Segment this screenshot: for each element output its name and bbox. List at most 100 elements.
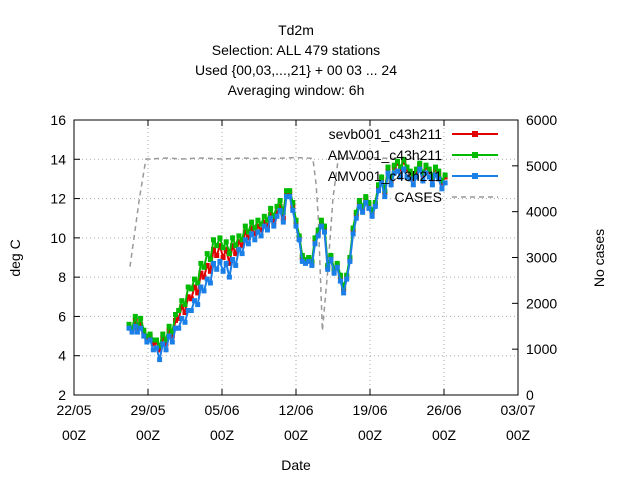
data-point (195, 290, 201, 296)
data-point (233, 262, 239, 268)
data-point (245, 241, 251, 247)
data-point (395, 158, 400, 164)
data-point (322, 223, 327, 229)
data-point (207, 280, 213, 286)
data-point (207, 268, 213, 274)
data-point (217, 258, 223, 264)
data-point (420, 178, 426, 184)
data-point (129, 329, 135, 335)
data-point (398, 174, 404, 180)
data-point (290, 207, 296, 213)
data-point (255, 223, 261, 229)
data-point (217, 235, 223, 241)
data-point (160, 341, 166, 347)
data-point (426, 174, 432, 180)
data-point (182, 319, 188, 325)
data-point (176, 308, 182, 313)
data-point (176, 325, 182, 331)
data-point (173, 317, 178, 323)
data-point (236, 233, 242, 239)
data-point (160, 335, 166, 341)
data-point (201, 274, 207, 280)
data-point (356, 203, 362, 209)
data-point (315, 233, 321, 239)
y2-tick-label: 2000 (526, 295, 557, 311)
x-tick-label-hour: 00Z (136, 427, 161, 443)
data-point (249, 219, 255, 225)
x-tick-label-date: 05/06 (204, 402, 239, 418)
x-tick-label-hour: 00Z (506, 427, 531, 443)
data-point (207, 257, 213, 262)
data-point (233, 251, 239, 257)
data-point (138, 325, 144, 331)
data-point (214, 266, 220, 272)
data-point (230, 243, 236, 249)
data-point (442, 180, 448, 186)
data-point (258, 233, 264, 239)
data-point (306, 255, 312, 260)
legend-marker (472, 131, 478, 137)
data-point (407, 168, 413, 174)
data-point (388, 182, 394, 188)
chart-subtitle-used: Used {00,03,...,21} + 00 03 ... 24 (195, 62, 397, 78)
data-point (132, 313, 138, 319)
data-point (303, 257, 308, 262)
data-point (233, 243, 239, 249)
y2-tick-label: 0 (526, 387, 534, 403)
data-point (163, 347, 169, 353)
data-point (214, 253, 220, 258)
data-point (252, 225, 258, 231)
data-point (369, 207, 375, 213)
data-point (356, 198, 362, 203)
data-point (236, 247, 242, 253)
data-point (179, 304, 185, 310)
data-point (211, 237, 216, 243)
data-point (204, 262, 210, 268)
data-point (376, 188, 381, 194)
legend-marker (472, 152, 478, 158)
data-point (226, 274, 232, 280)
data-point (239, 243, 245, 249)
data-point (277, 203, 283, 209)
data-point (293, 217, 299, 223)
data-point (239, 251, 245, 257)
data-point (245, 229, 251, 235)
data-point (169, 329, 175, 335)
data-point (353, 215, 359, 221)
y-tick-label: 6 (58, 308, 66, 324)
data-point (255, 229, 261, 235)
data-point (157, 357, 163, 363)
data-point (195, 302, 201, 308)
data-point (388, 176, 394, 182)
data-point (429, 174, 435, 180)
data-point (410, 174, 416, 180)
data-point (126, 321, 132, 327)
series-line-3 (129, 156, 445, 331)
data-point (261, 219, 267, 225)
data-point (360, 203, 366, 209)
x-tick-label-date: 22/05 (56, 402, 91, 418)
data-point (350, 225, 356, 231)
y-tick-label: 2 (58, 387, 66, 403)
data-point (176, 315, 182, 321)
x-tick-label-date: 26/06 (426, 402, 461, 418)
data-point (414, 174, 419, 180)
data-point (261, 223, 267, 229)
data-point (385, 170, 391, 176)
data-point (328, 257, 334, 262)
data-point (192, 284, 197, 290)
data-point (258, 227, 264, 233)
data-point (366, 200, 372, 205)
data-point (157, 343, 163, 349)
data-point (303, 260, 308, 266)
data-point (198, 284, 204, 290)
data-point (141, 333, 147, 339)
legend-label: AMV001_c43h211 (328, 147, 442, 163)
data-point (265, 217, 270, 223)
data-point (138, 315, 144, 321)
data-point (417, 160, 423, 166)
data-point (185, 294, 191, 300)
data-point (126, 325, 132, 331)
data-point (401, 156, 407, 162)
